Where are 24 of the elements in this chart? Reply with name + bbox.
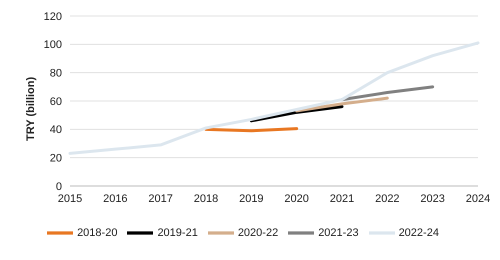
x-tick-label: 2015 (58, 192, 82, 205)
y-axis-title: TRY (billion) (24, 76, 37, 141)
legend-label: 2018-20 (77, 226, 118, 239)
x-tick-label: 2017 (148, 192, 173, 205)
legend-label: 2020-22 (238, 226, 278, 239)
x-tick-label: 2024 (466, 192, 490, 205)
y-tick-label: 120 (44, 10, 62, 23)
y-tick-label: 0 (56, 180, 62, 193)
y-tick-label: 100 (44, 39, 62, 52)
x-tick-label: 2023 (420, 192, 445, 205)
legend-label: 2022-24 (398, 226, 439, 239)
x-tick-label: 2016 (103, 192, 128, 205)
legend-label: 2019-21 (157, 226, 198, 239)
line-series (68, 41, 480, 155)
y-tick-label: 20 (50, 152, 62, 165)
y-tick-label: 60 (50, 96, 62, 108)
x-tick-label: 2020 (284, 192, 309, 205)
x-tick-label: 2019 (239, 192, 264, 205)
x-tick-label: 2022 (375, 192, 400, 205)
y-tick-label: 40 (50, 124, 62, 136)
y-tick-label: 80 (50, 68, 62, 80)
x-tick-label: 2018 (194, 192, 218, 205)
legend-label: 2021-23 (318, 226, 359, 239)
x-tick-label: 2021 (330, 192, 354, 205)
